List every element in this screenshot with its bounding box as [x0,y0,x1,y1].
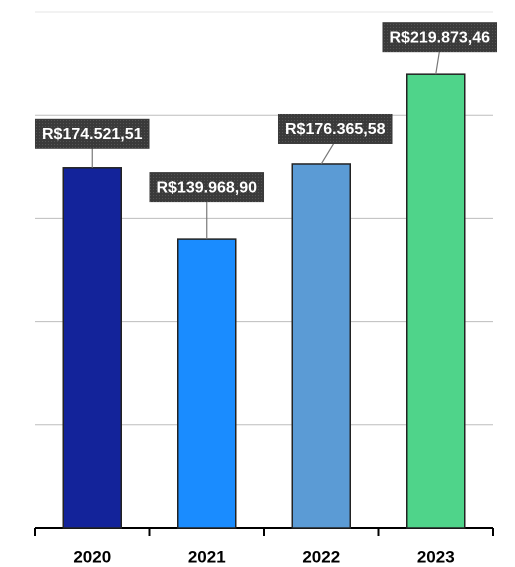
value-label-box [149,172,265,203]
leader-line [435,49,441,75]
leader-line [320,140,336,165]
value-label: R$139.968,90 [156,179,257,196]
value-label-box [382,22,498,53]
value-label: R$219.873,46 [389,29,490,46]
x-tick-label: 2023 [417,547,455,566]
value-label-box [34,118,150,149]
bar [62,167,122,529]
x-tick-label: 2021 [188,547,226,566]
bar [406,73,466,529]
x-tick-label: 2022 [302,547,340,566]
value-label: R$176.365,58 [285,121,386,138]
value-label-box [277,113,393,144]
x-tick-label: 2020 [73,547,111,566]
value-label: R$174.521,51 [42,126,143,143]
bar [291,163,351,529]
bar [177,238,237,529]
